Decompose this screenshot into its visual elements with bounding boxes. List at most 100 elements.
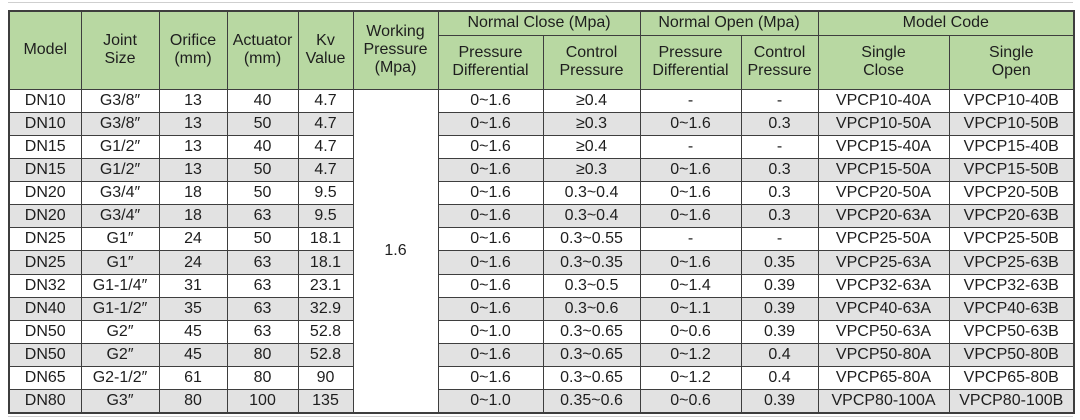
cell-no-cp: 0.35 [740, 250, 819, 275]
cell-joint-size: G1-1/2″ [80, 296, 160, 321]
cell-actuator: 50 [226, 111, 299, 136]
table-row: DN10 G3/8″ 13 50 4.7 0~1.6 ≥0.3 0~1.6 0.3 VPCP10-… [8, 111, 1075, 136]
cell-single-close: VPCP20-63A [817, 204, 950, 229]
cell-single-open: VPCP10-40B [948, 88, 1075, 113]
cell-single-close: VPCP10-50A [817, 111, 950, 136]
cell-single-close: VPCP15-40A [817, 134, 950, 159]
cell-joint-size: G2-1/2″ [80, 366, 160, 391]
cell-actuator: 50 [226, 157, 299, 183]
cell-joint-size: G1″ [80, 227, 160, 252]
col-header-kv-value: Kv Value [297, 10, 354, 90]
cell-orifice: 35 [158, 296, 228, 321]
scan-line-bottom [8, 416, 1073, 417]
cell-kv: 90 [297, 366, 354, 391]
cell-no-cp: 0.3 [740, 111, 819, 136]
cell-nc-cp: 0.3~0.5 [542, 273, 641, 298]
cell-nc-cp: 0.3~0.6 [542, 296, 641, 321]
table-row: DN15 G1/2″ 13 40 4.7 0~1.6 ≥0.4- - VPCP15-40A VPC… [8, 134, 1075, 159]
cell-nc-pd: 0~1.0 [437, 389, 544, 414]
cell-no-cp: - [740, 227, 819, 252]
table-row: DN20 G3/4″ 18 50 9.5 0~1.6 0.3~0.4 0~1.6 0.3 VPCP… [8, 181, 1075, 206]
cell-orifice: 61 [158, 366, 228, 391]
cell-single-close: VPCP40-63A [817, 296, 950, 321]
cell-kv: 52.8 [297, 343, 354, 368]
table-row: DN65 G2-1/2″ 61 80 90 0~1.6 0.3~0.65 0~1.2 0.4 VP… [8, 366, 1075, 391]
cell-nc-cp: 0.3~0.65 [542, 319, 641, 345]
cell-nc-pd: 0~1.6 [437, 366, 544, 391]
cell-single-open: VPCP20-63B [948, 204, 1075, 229]
cell-orifice: 13 [158, 88, 228, 113]
cell-joint-size: G1-1/4″ [80, 273, 160, 298]
col-header-no-pressure-differential: Pressure Differential [639, 34, 742, 90]
col-header-single-close: Single Close [817, 34, 950, 90]
cell-model: DN15 [8, 134, 82, 159]
cell-orifice: 13 [158, 111, 228, 136]
cell-no-pd: - [639, 134, 742, 159]
col-header-nc-control-pressure: Control Pressure [542, 34, 641, 90]
scan-line-top [8, 2, 1073, 3]
table-row: DN80 G3″ 80 100 135 0~1.0 0.35~0.6 0~0.6 0.39 VPC… [8, 389, 1075, 414]
cell-nc-cp: ≥0.3 [542, 111, 641, 136]
cell-kv: 4.7 [297, 134, 354, 159]
cell-actuator: 63 [226, 296, 299, 321]
cell-no-pd: 0~1.6 [639, 204, 742, 229]
col-header-nc-pressure-differential: Pressure Differential [437, 34, 544, 90]
cell-nc-cp: 0.3~0.4 [542, 181, 641, 206]
table-row: DN40 G1-1/2″ 35 63 32.9 0~1.6 0.3~0.6 0~1.1 0.39… [8, 296, 1075, 321]
cell-no-pd: - [639, 227, 742, 252]
cell-model: DN10 [8, 111, 82, 136]
cell-nc-pd: 0~1.6 [437, 134, 544, 159]
cell-model: DN80 [8, 389, 82, 414]
col-header-no-control-pressure: Control Pressure [740, 34, 819, 90]
cell-kv: 52.8 [297, 319, 354, 345]
cell-orifice: 18 [158, 204, 228, 229]
cell-no-cp: 0.39 [740, 296, 819, 321]
cell-actuator: 63 [226, 204, 299, 229]
cell-joint-size: G2″ [80, 319, 160, 345]
table-row: DN15 G1/2″ 13 50 4.7 0~1.6 ≥0.3 0~1.6 0.3 VPCP15-… [8, 157, 1075, 183]
cell-no-pd: 0~1.6 [639, 181, 742, 206]
cell-no-pd: 0~1.2 [639, 366, 742, 391]
table-row: DN20 G3/4″ 18 63 9.5 0~1.6 0.3~0.4 0~1.6 0.3 VPCP… [8, 204, 1075, 229]
cell-model: DN25 [8, 227, 82, 252]
cell-orifice: 13 [158, 157, 228, 183]
cell-single-close: VPCP20-50A [817, 181, 950, 206]
cell-actuator: 50 [226, 181, 299, 206]
cell-kv: 9.5 [297, 204, 354, 229]
cell-single-open: VPCP65-80B [948, 366, 1075, 391]
col-header-actuator: Actuator (mm) [226, 10, 299, 90]
cell-actuator: 40 [226, 134, 299, 159]
cell-model: DN65 [8, 366, 82, 391]
cell-single-close: VPCP15-50A [817, 157, 950, 183]
cell-kv: 4.7 [297, 157, 354, 183]
cell-actuator: 100 [226, 389, 299, 414]
cell-single-open: VPCP32-63B [948, 273, 1075, 298]
cell-kv: 135 [297, 389, 354, 414]
cell-model: DN50 [8, 319, 82, 345]
table-row: DN32 G1-1/4″ 31 63 23.1 0~1.6 0.3~0.5 0~1.4 0.39… [8, 273, 1075, 298]
cell-no-cp: 0.3 [740, 204, 819, 229]
cell-no-pd: 0~0.6 [639, 389, 742, 414]
group-header-model-code: Model Code [817, 10, 1075, 36]
cell-single-close: VPCP50-80A [817, 343, 950, 368]
cell-single-open: VPCP15-40B [948, 134, 1075, 159]
col-header-orifice: Orifice (mm) [158, 10, 228, 90]
cell-single-open: VPCP50-63B [948, 319, 1075, 345]
cell-single-open: VPCP20-50B [948, 181, 1075, 206]
cell-single-close: VPCP25-50A [817, 227, 950, 252]
cell-nc-pd: 0~1.0 [437, 319, 544, 345]
cell-joint-size: G1/2″ [80, 157, 160, 183]
cell-single-close: VPCP80-100A [817, 389, 950, 414]
cell-joint-size: G2″ [80, 343, 160, 368]
cell-model: DN40 [8, 296, 82, 321]
cell-actuator: 63 [226, 273, 299, 298]
cell-no-cp: - [740, 134, 819, 159]
cell-single-open: VPCP50-80B [948, 343, 1075, 368]
cell-nc-cp: 0.3~0.4 [542, 204, 641, 229]
cell-joint-size: G1″ [80, 250, 160, 275]
cell-actuator: 63 [226, 319, 299, 345]
cell-model: DN15 [8, 157, 82, 183]
cell-nc-cp: 0.3~0.65 [542, 343, 641, 368]
cell-kv: 4.7 [297, 111, 354, 136]
